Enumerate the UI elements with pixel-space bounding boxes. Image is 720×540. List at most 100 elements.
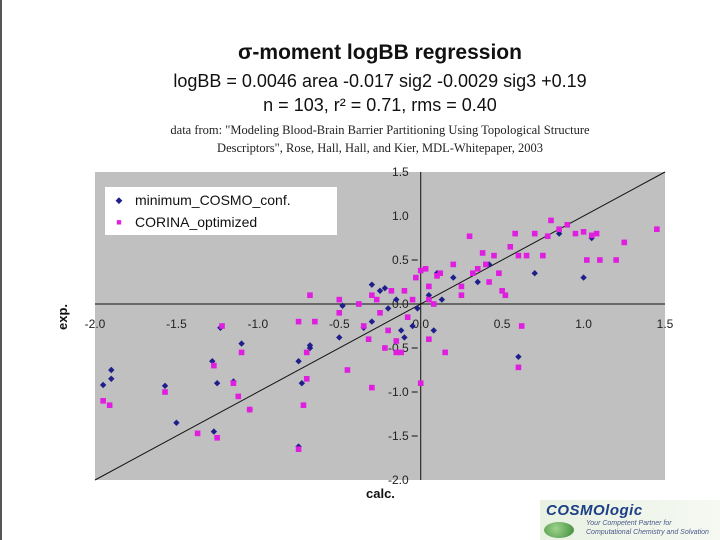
data-point-cosmo [295, 358, 302, 365]
data-point-cosmo [161, 382, 169, 390]
data-point-corina [458, 283, 465, 290]
data-point-corina [356, 301, 362, 307]
data-point-corina [214, 434, 220, 441]
logo-graphic-icon [544, 522, 574, 538]
data-point-corina [295, 318, 302, 325]
data-point-cosmo [173, 419, 180, 426]
y-tick-label: 1.0 [392, 209, 409, 223]
data-point-corina [470, 270, 476, 276]
data-point-corina [491, 252, 497, 259]
data-point-corina [597, 257, 603, 263]
data-point-cosmo [99, 381, 107, 389]
data-point-corina [230, 380, 237, 386]
data-point-corina [398, 349, 404, 356]
data-point-corina [442, 349, 448, 356]
data-point-cosmo [414, 305, 421, 312]
data-point-cosmo [397, 327, 405, 334]
y-tick-label: -2.0 [388, 473, 409, 487]
x-tick-label: -1.0 [248, 317, 269, 331]
logo-tagline-line-1: Your Competent Partner for [586, 520, 672, 527]
data-point-corina [507, 244, 514, 250]
x-tick-label: 1.0 [575, 317, 592, 331]
logo-tagline-line-2: Computational Chemistry and Solvation [586, 529, 709, 536]
data-point-cosmo [384, 305, 392, 312]
y-tick-label: 0.5 [392, 253, 409, 267]
x-tick-label: -1.5 [166, 317, 187, 331]
data-point-cosmo [339, 302, 346, 309]
legend-label-cosmo: minimum_COSMO_conf. [135, 192, 291, 208]
data-point-corina [303, 376, 310, 382]
data-point-cosmo [108, 366, 115, 374]
data-point-corina [336, 310, 343, 316]
legend-label-corina: CORINA_optimized [135, 214, 258, 230]
data-point-corina [430, 301, 437, 307]
data-point-cosmo [450, 274, 457, 281]
diamond-marker-icon: ◆ [115, 194, 123, 205]
data-point-corina [523, 252, 530, 259]
data-point-corina [238, 349, 245, 356]
data-point-cosmo [298, 380, 306, 387]
data-point-corina [556, 226, 562, 232]
data-point-corina [426, 296, 432, 303]
data-point-corina [548, 217, 554, 224]
data-point-corina [344, 367, 351, 373]
data-point-corina [162, 389, 168, 395]
data-point-corina [409, 296, 416, 303]
data-point-corina [450, 261, 457, 268]
data-point-corina [194, 430, 201, 437]
regression-stats: n = 103, r² = 0.71, rms = 0.40 [263, 95, 497, 115]
data-point-corina [360, 323, 367, 329]
data-point-corina [564, 222, 571, 228]
data-point-corina [106, 402, 113, 408]
logo-tagline: Your Competent Partner for Computational… [586, 519, 709, 537]
data-point-cosmo [381, 284, 389, 292]
data-point-cosmo [401, 334, 408, 341]
data-point-cosmo [580, 274, 587, 281]
x-tick-label: 1.5 [657, 317, 674, 331]
data-point-corina [417, 267, 424, 274]
data-point-corina [580, 229, 587, 235]
data-point-cosmo [368, 281, 376, 288]
data-point-corina [369, 384, 375, 391]
data-point-corina [540, 252, 546, 259]
data-point-corina [466, 233, 473, 240]
data-point-corina [437, 270, 444, 276]
data-point-cosmo [515, 353, 522, 360]
data-point-corina [100, 398, 106, 404]
legend-item-corina: ■ CORINA_optimized [113, 212, 257, 232]
data-source-line-1: data from: "Modeling Blood-Brain Barrier… [170, 123, 590, 137]
x-tick-label: 0.0 [412, 317, 429, 331]
data-point-corina [385, 327, 391, 334]
data-point-corina [613, 257, 619, 263]
data-point-corina [393, 349, 400, 356]
data-point-corina [377, 310, 383, 316]
data-point-cosmo [238, 340, 245, 347]
data-point-corina [479, 250, 486, 256]
data-point-corina [502, 292, 509, 298]
data-point-corina [515, 364, 522, 371]
data-point-corina [426, 336, 432, 342]
legend-item-cosmo: ◆ minimum_COSMO_conf. [113, 190, 291, 210]
data-point-cosmo [108, 375, 115, 382]
data-point-corina [401, 288, 408, 294]
data-point-corina [369, 292, 375, 298]
data-point-corina [531, 230, 538, 237]
data-point-cosmo [409, 322, 416, 330]
data-point-cosmo [210, 428, 218, 435]
data-point-corina [544, 233, 551, 240]
data-point-corina [458, 292, 465, 298]
data-point-cosmo [430, 327, 437, 334]
data-point-corina [434, 273, 440, 279]
y-axis-label: exp. [55, 303, 70, 330]
left-edge-rule [0, 0, 2, 540]
data-point-cosmo [368, 318, 376, 325]
data-point-cosmo [393, 296, 400, 303]
data-point-corina [593, 230, 600, 237]
data-point-corina [365, 336, 372, 342]
data-point-corina [518, 323, 525, 329]
regression-equation: logBB = 0.0046 area -0.017 sig2 -0.0029 … [173, 71, 587, 91]
data-point-corina [295, 446, 302, 452]
y-tick-label: 1.5 [392, 165, 409, 179]
data-point-corina [404, 314, 411, 320]
